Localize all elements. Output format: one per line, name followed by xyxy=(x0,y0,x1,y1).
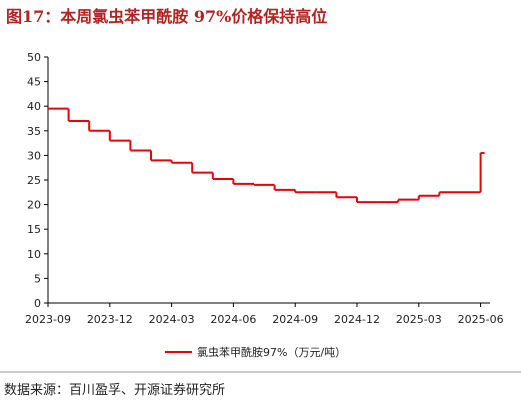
x-tick-label: 2023-12 xyxy=(87,313,133,326)
x-tick-label: 2025-06 xyxy=(458,313,504,326)
x-tick-label: 2024-06 xyxy=(210,313,256,326)
x-tick-label: 2023-09 xyxy=(25,313,71,326)
legend-label: 氯虫苯甲酰胺97%（万元/吨） xyxy=(197,345,346,359)
y-tick-label: 35 xyxy=(27,125,41,138)
y-tick-label: 40 xyxy=(27,100,41,113)
x-tick-label: 2024-12 xyxy=(334,313,380,326)
y-tick-label: 15 xyxy=(27,223,41,236)
y-tick-label: 50 xyxy=(27,51,41,64)
y-tick-label: 30 xyxy=(27,149,41,162)
y-tick-label: 45 xyxy=(27,76,41,89)
x-tick-label: 2024-03 xyxy=(149,313,195,326)
x-tick-label: 2024-09 xyxy=(272,313,318,326)
x-tick-label: 2025-03 xyxy=(396,313,442,326)
y-tick-label: 5 xyxy=(34,272,41,285)
source: 数据来源：百川盈孚、开源证券研究所 xyxy=(4,382,225,398)
y-tick-label: 20 xyxy=(27,199,41,212)
y-tick-label: 25 xyxy=(27,174,41,187)
chart-title: 图17：本周氯虫苯甲酰胺 97%价格保持高位 xyxy=(6,7,327,26)
y-tick-label: 0 xyxy=(34,297,41,310)
y-tick-label: 10 xyxy=(27,248,41,261)
